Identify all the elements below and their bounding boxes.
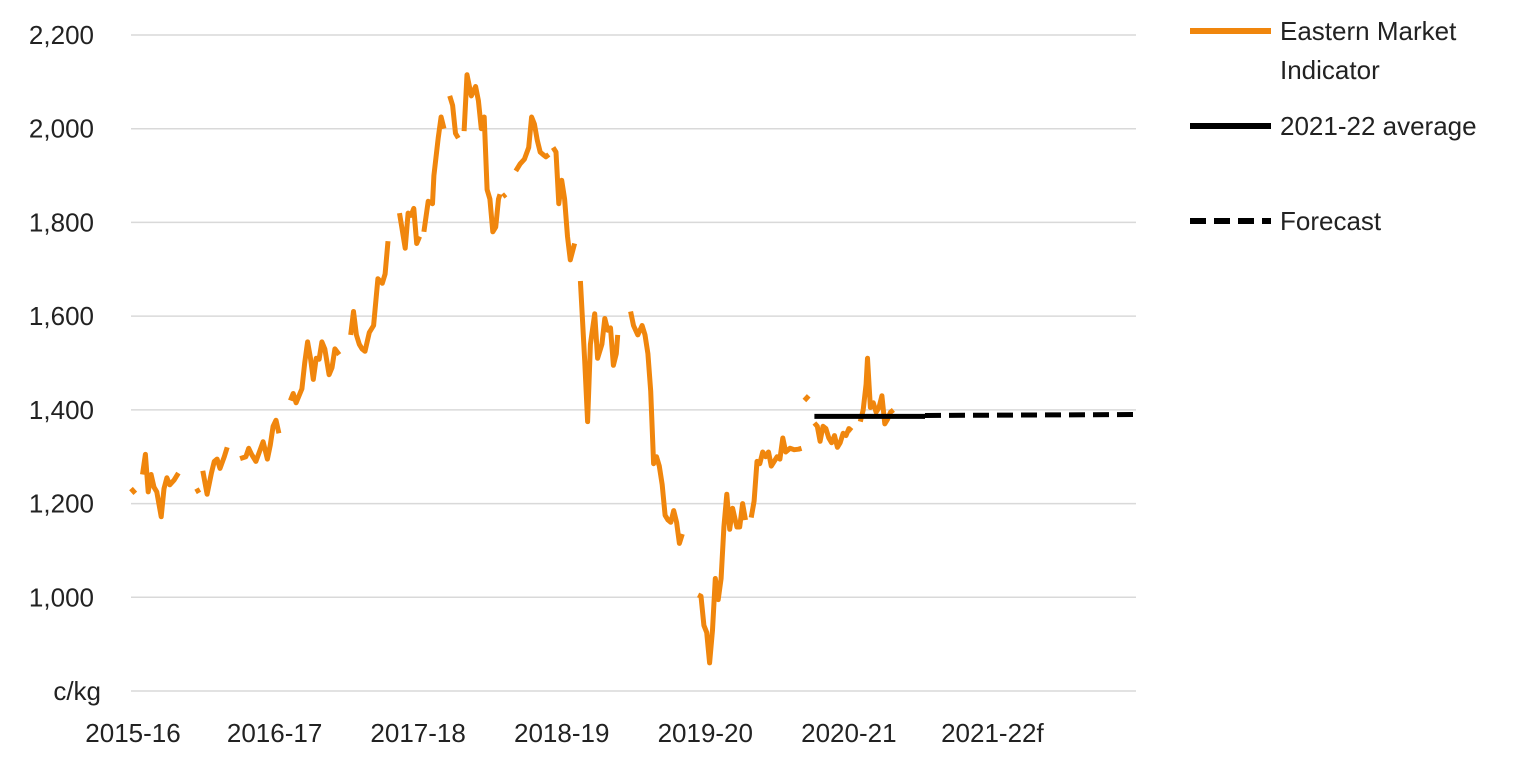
legend: Eastern Market Indicator 2021-22 average Fo… <box>1190 16 1477 236</box>
series-line-segment <box>421 114 447 233</box>
y-axis-label: c/kg <box>53 676 101 706</box>
x-tick-label: 2020-21 <box>801 718 896 748</box>
series-line-segment <box>748 435 803 519</box>
series-line-segment <box>397 205 422 251</box>
gridlines <box>131 34 1136 692</box>
y-axis: 2,200 2,000 1,800 1,600 1,400 1,200 1,000 c/kg <box>29 20 101 706</box>
series-line-segment <box>924 412 1137 418</box>
y-tick-label: 2,000 <box>29 114 94 144</box>
series-line-segment <box>200 446 230 497</box>
series-line-segment <box>129 486 138 495</box>
legend-label: Indicator <box>1280 55 1380 85</box>
x-tick-label: 2017-18 <box>370 718 465 748</box>
x-tick-label: 2018-19 <box>514 718 609 748</box>
legend-label: 2021-22 average <box>1280 111 1477 141</box>
series-line-segment <box>513 114 551 173</box>
series-line-segment <box>550 146 578 263</box>
series-line-segment <box>239 417 282 464</box>
series-line-segment <box>194 487 202 495</box>
series-line-segment <box>802 394 811 403</box>
series-line-segment <box>697 491 748 666</box>
series-eastern-market-indicator <box>129 72 895 666</box>
series-forecast-line <box>924 412 1137 418</box>
series-lines <box>129 72 1137 666</box>
series-line-segment <box>447 95 461 140</box>
y-tick-label: 1,400 <box>29 395 94 425</box>
series-line-segment <box>461 72 503 235</box>
series-line-segment <box>812 421 854 450</box>
y-tick-label: 1,200 <box>29 489 94 519</box>
series-line-segment <box>501 192 508 199</box>
series-line-segment <box>140 451 181 520</box>
x-tick-label: 2016-17 <box>227 718 322 748</box>
x-tick-label: 2015-16 <box>85 718 180 748</box>
y-tick-label: 1,000 <box>29 582 94 612</box>
series-line-segment <box>857 355 895 427</box>
legend-label: Forecast <box>1280 206 1382 236</box>
series-line-segment <box>348 240 391 354</box>
legend-label: Eastern Market <box>1280 16 1457 46</box>
x-axis: 2015-16 2016-17 2017-18 2018-19 2019-20 2020-… <box>85 718 1044 748</box>
y-tick-label: 1,600 <box>29 301 94 331</box>
series-line-segment <box>628 310 685 546</box>
series-line-segment <box>288 339 342 406</box>
x-tick-label: 2021-22f <box>941 718 1044 748</box>
series-line-segment <box>577 280 621 425</box>
y-tick-label: 1,800 <box>29 207 94 237</box>
x-tick-label: 2019-20 <box>658 718 753 748</box>
y-tick-label: 2,200 <box>29 20 94 50</box>
